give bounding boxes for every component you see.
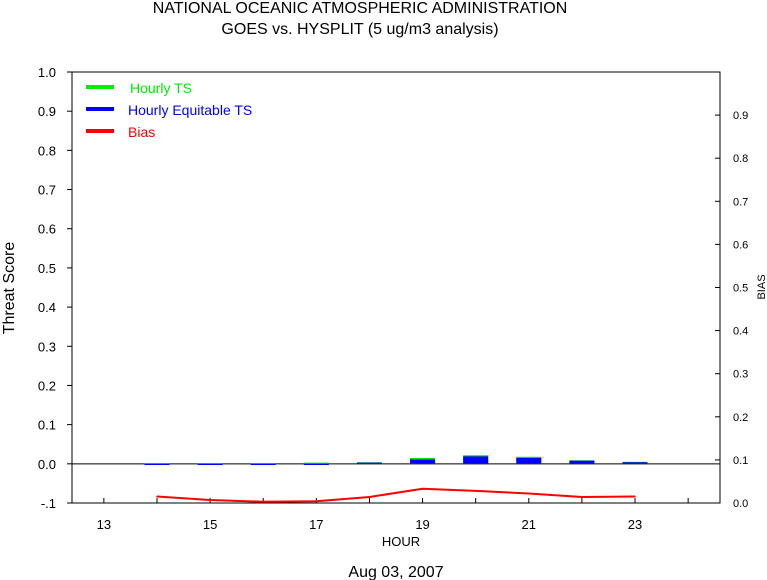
y2-tick-label: 0.8 bbox=[733, 153, 748, 165]
y2-tick-label: 0.3 bbox=[733, 369, 748, 381]
y-axis-title: Threat Score bbox=[1, 242, 18, 335]
chart-subtitle: GOES vs. HYSPLIT (5 ug/m3 analysis) bbox=[221, 21, 499, 38]
bias-point bbox=[474, 490, 477, 492]
x-tick-label: 19 bbox=[415, 517, 429, 532]
legend-label: Hourly TS bbox=[130, 80, 192, 96]
bias-point bbox=[368, 496, 371, 498]
y-tick-label: 0.7 bbox=[38, 183, 56, 198]
bias-point bbox=[581, 496, 583, 498]
x-tick-label: 13 bbox=[97, 517, 111, 532]
y-tick-label: -.1 bbox=[41, 496, 56, 511]
ets-bar bbox=[356, 462, 382, 464]
y-tick-label: 0.1 bbox=[38, 418, 56, 433]
ets-bar bbox=[516, 457, 542, 464]
y2-tick-label: 0.0 bbox=[733, 498, 748, 510]
y2-tick-label: 0.7 bbox=[733, 196, 748, 208]
plot-frame bbox=[71, 71, 721, 504]
y2-tick-label: 0.5 bbox=[733, 283, 748, 295]
y-tick-label: 0.9 bbox=[38, 104, 56, 119]
bias-point bbox=[262, 500, 265, 503]
y-tick-label: 0.5 bbox=[38, 261, 56, 276]
ets-bar bbox=[197, 463, 223, 466]
y-tick-label: 1.0 bbox=[38, 65, 56, 80]
chart-title: NATIONAL OCEANIC ATMOSPHERIC ADMINISTRAT… bbox=[152, 0, 568, 17]
ets-bar bbox=[463, 456, 489, 464]
y-tick-label: 0.0 bbox=[38, 457, 56, 472]
legend-label: Hourly Equitable TS bbox=[128, 102, 252, 118]
bias-point bbox=[527, 492, 530, 495]
bias-point bbox=[634, 495, 636, 498]
ets-bar bbox=[144, 463, 170, 466]
y2-tick-label: 0.2 bbox=[733, 412, 748, 424]
legend-label: Bias bbox=[128, 124, 155, 140]
ts-bar bbox=[303, 462, 329, 464]
date-label: Aug 03, 2007 bbox=[348, 564, 443, 580]
x-tick-label: 21 bbox=[522, 517, 536, 532]
x-tick-label: 23 bbox=[628, 517, 642, 532]
bias-line bbox=[156, 487, 636, 503]
ets-bar bbox=[250, 463, 276, 466]
bias-point bbox=[209, 499, 211, 501]
x-tick-label: 17 bbox=[309, 517, 323, 532]
ets-bar bbox=[303, 463, 329, 466]
ets-bar bbox=[622, 462, 648, 464]
y-tick-label: 0.8 bbox=[38, 143, 56, 158]
y-tick-label: 0.2 bbox=[38, 378, 56, 393]
y-tick-label: 0.6 bbox=[38, 222, 56, 237]
y-tick-label: 0.3 bbox=[38, 339, 56, 354]
y2-tick-label: 0.9 bbox=[733, 110, 748, 122]
y-tick-label: 0.4 bbox=[38, 300, 56, 315]
y2-tick-label: 0.4 bbox=[733, 326, 748, 338]
y2-axis-title: BIAS bbox=[756, 274, 767, 299]
y2-tick-label: 0.1 bbox=[733, 455, 748, 467]
x-tick-label: 15 bbox=[203, 517, 217, 532]
bias-point bbox=[156, 495, 158, 498]
ets-bar bbox=[410, 459, 436, 464]
y2-tick-label: 0.6 bbox=[733, 239, 748, 251]
x-axis-title: HOUR bbox=[382, 534, 420, 549]
bias-point bbox=[421, 487, 424, 490]
ets-bar bbox=[569, 460, 595, 464]
bias-point bbox=[315, 500, 318, 503]
